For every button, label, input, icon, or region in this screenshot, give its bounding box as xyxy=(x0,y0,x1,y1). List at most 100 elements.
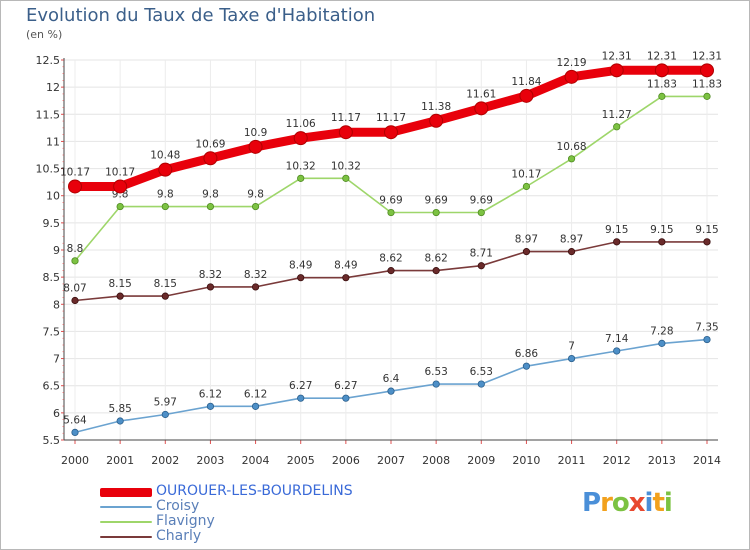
legend-label: OUROUER-LES-BOURDELINS xyxy=(156,483,353,499)
data-point-ourouer-les-bourdelins xyxy=(248,139,263,154)
legend-label: Croisy xyxy=(156,498,200,514)
data-label-ourouer-les-bourdelins: 12.31 xyxy=(647,50,677,62)
data-point-charly xyxy=(206,283,215,291)
data-label-ourouer-les-bourdelins: 12.19 xyxy=(557,57,587,69)
data-point-croisy xyxy=(297,394,305,402)
data-label-flavigny: 9.69 xyxy=(379,195,402,207)
data-point-flavigny xyxy=(387,208,395,217)
data-label-charly: 8.07 xyxy=(63,282,86,294)
data-label-ourouer-les-bourdelins: 11.84 xyxy=(511,76,541,88)
logo-letter: P xyxy=(582,488,601,518)
logo-letter: o xyxy=(611,488,630,518)
legend-swatch xyxy=(100,521,152,523)
x-tick-label: 2004 xyxy=(242,454,270,467)
y-tick-label: 7.5 xyxy=(43,325,61,338)
data-point-flavigny xyxy=(613,123,621,131)
data-label-charly: 8.62 xyxy=(424,253,447,265)
logo-letter: x xyxy=(628,488,646,518)
data-label-croisy: 7.28 xyxy=(650,325,673,337)
unit-label: (en %) xyxy=(26,28,63,41)
logo-letter: i xyxy=(663,488,673,518)
data-point-croisy xyxy=(658,339,666,347)
data-label-charly: 8.97 xyxy=(515,234,538,246)
data-point-ourouer-les-bourdelins xyxy=(564,69,579,84)
data-label-charly: 8.49 xyxy=(334,260,357,272)
data-label-flavigny: 11.83 xyxy=(647,78,677,90)
data-label-charly: 8.15 xyxy=(154,278,177,290)
data-point-croisy xyxy=(116,417,124,425)
data-label-flavigny: 9.69 xyxy=(470,195,493,207)
x-tick-label: 2008 xyxy=(422,454,450,467)
data-point-croisy xyxy=(71,428,79,436)
data-label-flavigny: 9.8 xyxy=(157,189,174,201)
data-label-croisy: 6.12 xyxy=(199,388,222,400)
y-tick-label: 9 xyxy=(53,244,60,257)
data-point-croisy xyxy=(613,347,621,355)
x-tick-label: 2007 xyxy=(377,454,405,467)
data-label-flavigny: 9.8 xyxy=(202,189,219,201)
data-point-croisy xyxy=(522,362,531,370)
legend-swatch xyxy=(100,506,152,508)
data-label-flavigny: 10.32 xyxy=(286,160,316,172)
legend-label: Flavigny xyxy=(156,513,215,529)
data-label-charly: 9.15 xyxy=(605,224,628,236)
data-point-charly xyxy=(613,238,621,246)
data-label-croisy: 6.4 xyxy=(383,373,400,385)
data-point-flavigny xyxy=(658,92,666,100)
data-point-flavigny xyxy=(432,208,440,217)
data-label-croisy: 6.27 xyxy=(334,380,357,392)
legend-label: Charly xyxy=(156,528,202,544)
logo-letter: i xyxy=(644,488,654,518)
y-tick-label: 10.5 xyxy=(36,163,61,176)
data-point-flavigny xyxy=(342,174,350,182)
data-label-croisy: 7.35 xyxy=(695,322,718,334)
data-label-ourouer-les-bourdelins: 11.61 xyxy=(466,88,496,100)
data-label-croisy: 7.14 xyxy=(605,333,629,345)
y-tick-label: 5.5 xyxy=(43,434,61,447)
data-point-croisy xyxy=(477,380,485,388)
data-point-flavigny xyxy=(71,257,79,265)
x-tick-label: 2006 xyxy=(332,454,360,467)
x-tick-label: 2005 xyxy=(287,454,315,467)
data-label-ourouer-les-bourdelins: 10.48 xyxy=(150,150,180,162)
data-point-flavigny xyxy=(567,155,576,163)
y-tick-label: 12 xyxy=(46,81,60,94)
data-label-flavigny: 10.17 xyxy=(511,168,541,180)
data-label-charly: 8.71 xyxy=(470,248,493,260)
legend-swatch xyxy=(100,487,152,497)
chart-title: Evolution du Taux de Taxe d'Habitation xyxy=(26,5,376,26)
y-tick-label: 12.5 xyxy=(36,54,61,67)
data-point-charly xyxy=(703,238,711,246)
data-point-flavigny xyxy=(116,202,124,211)
data-point-ourouer-les-bourdelins xyxy=(519,88,534,103)
y-tick-label: 8.5 xyxy=(43,271,61,284)
y-tick-label: 10 xyxy=(46,190,60,203)
data-label-croisy: 6.12 xyxy=(244,388,267,400)
x-tick-label: 2001 xyxy=(106,454,134,467)
data-label-ourouer-les-bourdelins: 10.17 xyxy=(105,166,135,178)
data-label-flavigny: 11.27 xyxy=(602,109,632,121)
y-tick-label: 7 xyxy=(53,353,60,366)
data-label-croisy: 6.86 xyxy=(515,348,539,360)
data-label-ourouer-les-bourdelins: 10.69 xyxy=(195,138,225,150)
data-label-charly: 8.97 xyxy=(560,234,583,246)
data-point-charly xyxy=(342,274,350,282)
logo-letter: t xyxy=(652,488,664,518)
data-label-ourouer-les-bourdelins: 10.9 xyxy=(244,127,267,139)
data-point-flavigny xyxy=(703,92,711,100)
x-tick-label: 2009 xyxy=(467,454,495,467)
data-point-flavigny xyxy=(522,182,531,191)
x-tick-label: 2011 xyxy=(558,454,586,467)
data-label-ourouer-les-bourdelins: 12.31 xyxy=(602,50,632,62)
data-point-charly xyxy=(161,292,169,300)
data-point-flavigny xyxy=(161,202,169,211)
data-label-croisy: 5.85 xyxy=(108,403,131,415)
y-tick-label: 6 xyxy=(53,407,60,420)
data-point-croisy xyxy=(703,335,711,344)
data-label-charly: 9.15 xyxy=(695,224,718,236)
data-point-flavigny xyxy=(297,174,305,182)
data-point-croisy xyxy=(342,394,350,402)
data-label-croisy: 7 xyxy=(568,341,575,353)
data-label-charly: 9.15 xyxy=(650,224,673,236)
